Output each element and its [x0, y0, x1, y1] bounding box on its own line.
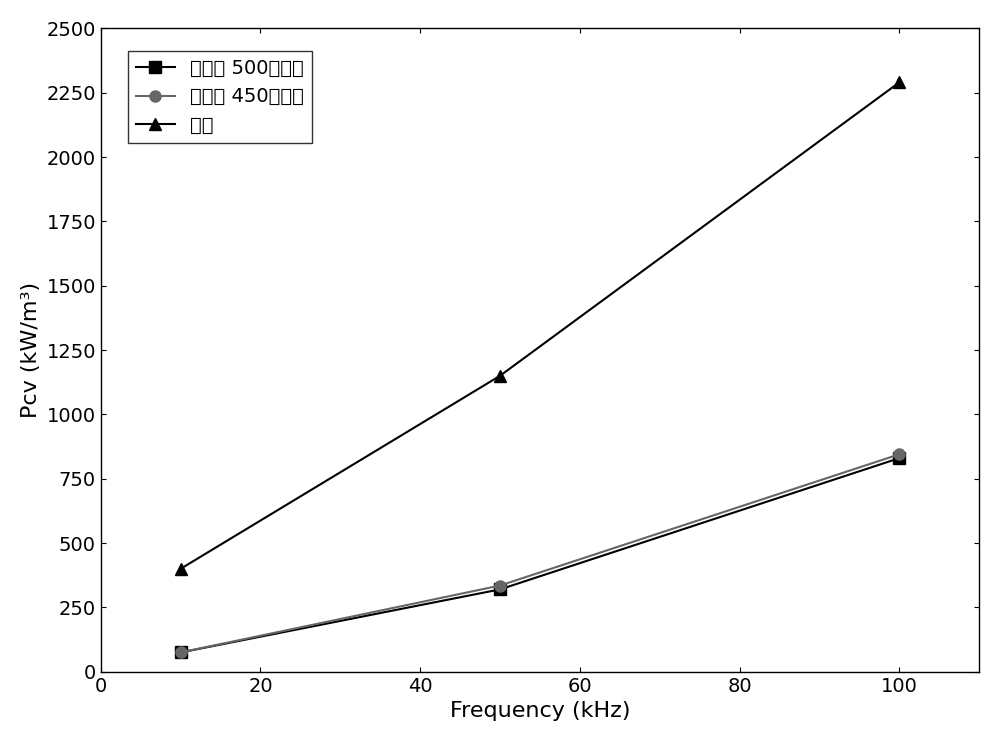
纯铁: [893, 78, 905, 87]
包覆后 500热处理: [494, 585, 506, 594]
Line: 包覆后 450热处理: 包覆后 450热处理: [175, 449, 905, 658]
Line: 包覆后 500热处理: 包覆后 500热处理: [175, 453, 905, 658]
包覆后 500热处理: [175, 648, 187, 657]
X-axis label: Frequency (kHz): Frequency (kHz): [450, 701, 630, 721]
包覆后 450热处理: [893, 450, 905, 459]
包覆后 500热处理: [893, 453, 905, 462]
Line: 纯铁: 纯铁: [174, 76, 906, 575]
包覆后 450热处理: [494, 581, 506, 590]
包覆后 450热处理: [175, 648, 187, 657]
纯铁: [175, 565, 187, 574]
纯铁: [494, 371, 506, 380]
Legend: 包覆后 500热处理, 包覆后 450热处理, 纯铁: 包覆后 500热处理, 包覆后 450热处理, 纯铁: [128, 51, 312, 143]
Y-axis label: Pcv (kW/m³): Pcv (kW/m³): [21, 282, 41, 418]
